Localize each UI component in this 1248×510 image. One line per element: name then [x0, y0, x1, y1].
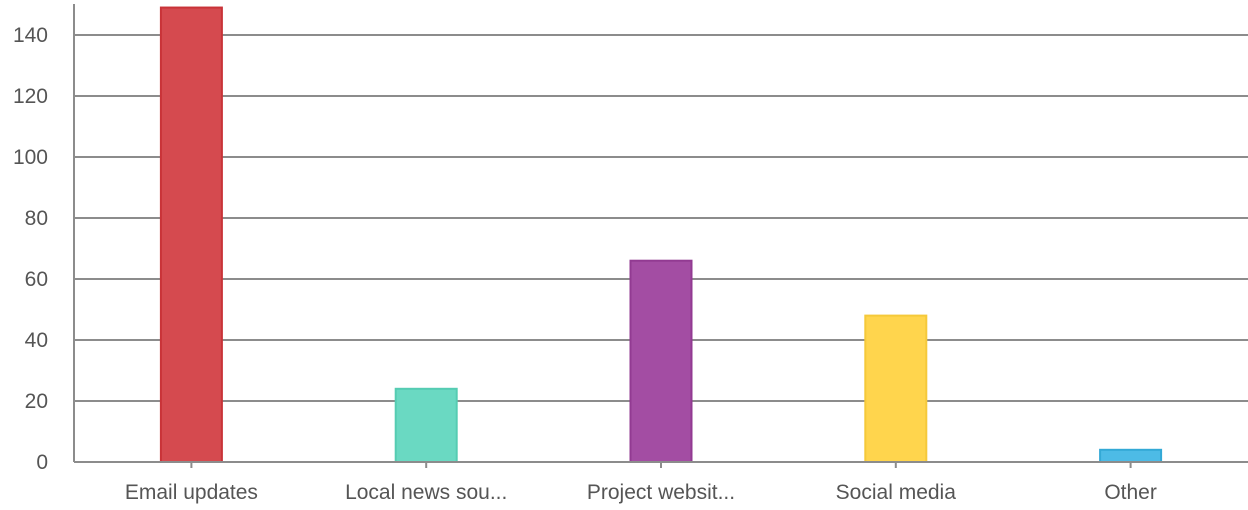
- x-tick-labels: Email updates Local news sou... Project we…: [125, 481, 1157, 504]
- bar-local-news-sou[interactable]: [394, 387, 458, 463]
- y-tick-label: 140: [13, 24, 48, 47]
- y-tick-label: 60: [25, 268, 48, 291]
- bars: [159, 6, 1163, 464]
- bar-social-media[interactable]: [864, 314, 928, 463]
- y-tick-label: 120: [13, 85, 48, 108]
- bar-other[interactable]: [1099, 448, 1163, 463]
- x-tick-label: Local news sou...: [345, 481, 507, 504]
- y-tick-label: 100: [13, 146, 48, 169]
- y-tick-label: 0: [36, 451, 48, 474]
- y-tick-label: 20: [25, 390, 48, 413]
- x-tick-label: Social media: [836, 481, 957, 504]
- x-tick-label: Project websit...: [587, 481, 735, 504]
- bar-email-updates[interactable]: [159, 6, 223, 464]
- y-tick-label: 80: [25, 207, 48, 230]
- x-tick-label: Email updates: [125, 481, 258, 504]
- x-tick-label: Other: [1104, 481, 1157, 504]
- y-tick-labels: 0 20 40 60 80 100 120 140: [13, 24, 48, 474]
- axes: [73, 4, 1248, 468]
- bar-project-websit[interactable]: [629, 259, 693, 464]
- y-tick-label: 40: [25, 329, 48, 352]
